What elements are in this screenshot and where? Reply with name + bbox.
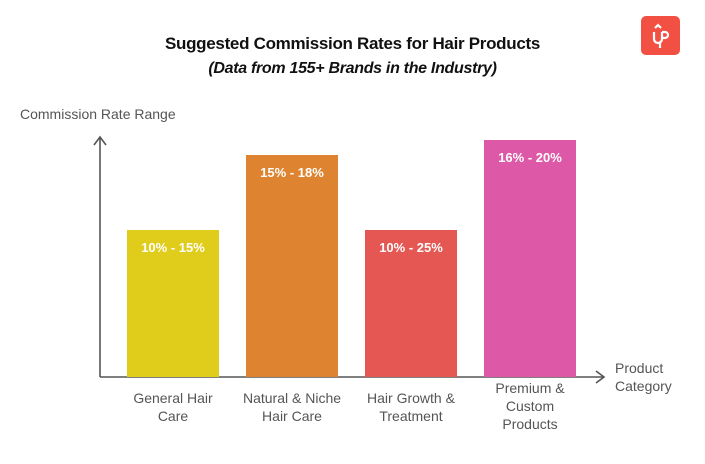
bar <box>484 140 576 377</box>
bar-data-label: 10% - 15% <box>141 240 205 255</box>
x-axis-arrow-icon <box>595 370 606 384</box>
chart-title: Suggested Commission Rates for Hair Prod… <box>164 34 541 53</box>
x-tick-label: Premium & Custom Products <box>495 380 565 432</box>
bar-data-label: 15% - 18% <box>260 165 324 180</box>
bar-data-label: 16% - 20% <box>498 150 562 165</box>
x-axis-label-text: Product Category <box>615 360 672 394</box>
logo-icon <box>652 23 670 48</box>
y-axis-label: Commission Rate Range <box>20 106 176 122</box>
category-label: General Hair Care <box>108 389 238 425</box>
x-axis-label: Product Category <box>615 359 685 395</box>
bar-data-label: 10% - 25% <box>379 240 443 255</box>
category-label: Hair Growth & Treatment <box>346 389 476 425</box>
bar <box>246 155 338 377</box>
brand-logo <box>641 16 680 55</box>
bar <box>365 230 457 377</box>
bar <box>127 230 219 377</box>
x-tick-label: General Hair Care <box>133 390 213 424</box>
y-axis-arrow-icon <box>93 135 107 146</box>
chart-subtitle: (Data from 155+ Brands in the Industry) <box>208 60 497 77</box>
x-tick-label: Natural & Niche Hair Care <box>242 390 342 424</box>
category-label: Natural & Niche Hair Care <box>227 389 357 425</box>
x-tick-label: Hair Growth & Treatment <box>367 390 455 424</box>
category-label: Premium & Custom Products <box>465 379 595 433</box>
